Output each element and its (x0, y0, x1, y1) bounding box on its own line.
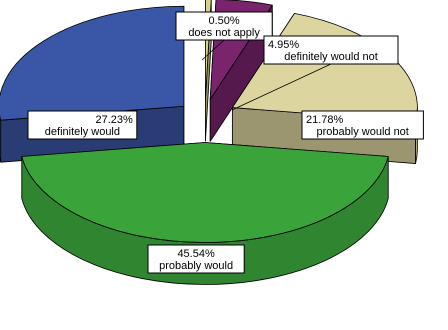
slice-side-wall (0, 114, 2, 163)
slice-top-face (0, 5, 185, 121)
label-box (175, 11, 273, 41)
category-label: probably would (159, 260, 233, 272)
slice-label-does-not-apply: 0.50%does not apply (175, 11, 273, 61)
label-box (27, 110, 138, 140)
percent-label: 4.95% (268, 39, 299, 51)
percent-label: 45.54% (177, 248, 215, 260)
slice-probably-would (21, 142, 389, 285)
label-box (147, 244, 245, 274)
category-label: probably would not (317, 126, 409, 138)
slice-label-definitely-would-not: 4.95%definitely would not (231, 35, 399, 111)
slice-label-probably-would: 45.54%probably would (147, 244, 245, 274)
percent-label: 21.78% (306, 114, 344, 126)
leader-line (201, 39, 225, 61)
percent-label: 27.23% (95, 114, 133, 126)
label-box (263, 35, 399, 65)
category-label: does not apply (188, 27, 260, 39)
category-label: definitely would (45, 126, 120, 138)
leader-line (231, 63, 332, 111)
slice-label-probably-would-not: 21.78%probably would not (301, 110, 424, 140)
category-label: definitely would not (284, 51, 378, 63)
label-box (301, 110, 424, 140)
slice-top-face (21, 142, 389, 243)
percent-label: 0.50% (208, 15, 239, 27)
slice-label-definitely-would: 27.23%definitely would (27, 110, 138, 140)
